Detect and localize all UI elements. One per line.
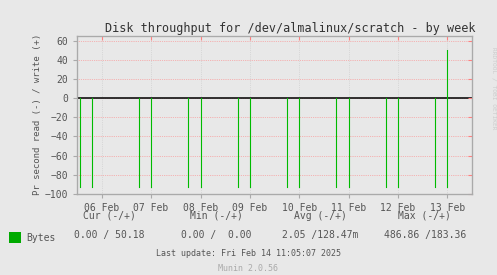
Text: Avg (-/+): Avg (-/+) [294, 211, 347, 221]
Text: 2.05 /128.47m: 2.05 /128.47m [282, 230, 359, 240]
Y-axis label: Pr second read (-) / write (+): Pr second read (-) / write (+) [33, 34, 42, 196]
Text: 0.00 /  0.00: 0.00 / 0.00 [181, 230, 251, 240]
Text: 486.86 /183.36: 486.86 /183.36 [384, 230, 466, 240]
Text: RRDTOOL / TOBI OETIKER: RRDTOOL / TOBI OETIKER [491, 47, 496, 129]
Text: Max (-/+): Max (-/+) [399, 211, 451, 221]
Text: Munin 2.0.56: Munin 2.0.56 [219, 264, 278, 273]
Text: 0.00 / 50.18: 0.00 / 50.18 [74, 230, 145, 240]
Text: Bytes: Bytes [26, 233, 55, 243]
Text: Disk throughput for /dev/almalinux/scratch - by week: Disk throughput for /dev/almalinux/scrat… [105, 21, 475, 35]
Text: Cur (-/+): Cur (-/+) [83, 211, 136, 221]
Text: Last update: Fri Feb 14 11:05:07 2025: Last update: Fri Feb 14 11:05:07 2025 [156, 249, 341, 258]
Text: Min (-/+): Min (-/+) [190, 211, 243, 221]
